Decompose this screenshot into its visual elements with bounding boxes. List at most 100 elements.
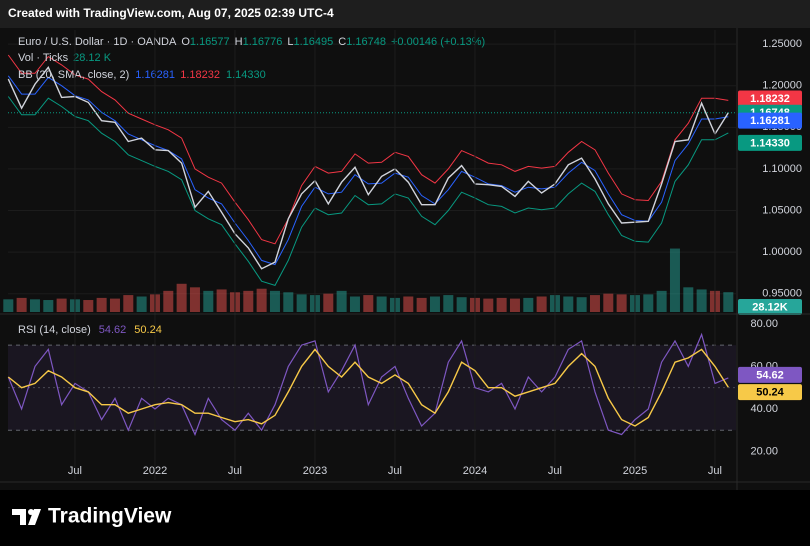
rsi-ma-line (7, 348, 729, 427)
legend: RSI (14, close) 54.62 50.24 (18, 324, 162, 336)
bb-name: BB (20, SMA, close, 2) (18, 69, 129, 81)
volume-bar (256, 288, 267, 312)
top-bar (0, 0, 810, 28)
price-marker-label: 50.24 (756, 387, 784, 399)
y-tick-label: 20.00 (750, 445, 778, 457)
volume-value: 28.12 K (73, 52, 112, 64)
volume-bar (56, 298, 67, 312)
volume-bar (243, 290, 254, 312)
x-tick-label: 2022 (143, 465, 167, 477)
rsi-title: RSI (14, close) (18, 324, 91, 336)
volume-bar (296, 294, 307, 312)
x-tick-label: Jul (68, 465, 82, 477)
volume-bar (416, 297, 427, 312)
rsi-value: 50.24 (134, 324, 162, 336)
price-marker-label: 54.62 (756, 369, 784, 381)
volume-bar (136, 296, 147, 312)
y-tick-label: 1.25000 (762, 38, 802, 50)
x-tick-label: Jul (228, 465, 242, 477)
volume-bar (616, 294, 627, 312)
y-tick-label: 80.00 (750, 318, 778, 330)
price-line (7, 66, 729, 270)
x-tick-label: 2023 (303, 465, 327, 477)
x-tick-label: 2024 (463, 465, 487, 477)
x-tick-label: Jul (548, 465, 562, 477)
ohlc-name: C (338, 36, 346, 48)
volume-bar (283, 292, 294, 312)
y-tick-label: 1.00000 (762, 246, 802, 258)
bb-value: 1.14330 (226, 69, 266, 81)
volume-bar (429, 296, 440, 312)
price-marker (738, 366, 802, 383)
volume-bar (43, 300, 54, 312)
volume-name: Vol · Ticks (18, 52, 69, 64)
volume-bar (589, 295, 600, 312)
volume-marker (738, 299, 802, 315)
bb-value: 1.18232 (180, 69, 220, 81)
ohlc-value: 1.16577 (190, 36, 230, 48)
volume-bar (216, 289, 227, 312)
footer (0, 490, 810, 546)
volume-bar (456, 297, 467, 312)
ohlc-value: 1.16776 (243, 36, 283, 48)
price-marker (738, 112, 802, 129)
legend: BB (20, SMA, close, 2) 1.16281 1.18232 1.14… (18, 69, 266, 81)
volume-bar (563, 296, 574, 312)
volume-bar (123, 295, 134, 312)
volume-bar (16, 297, 27, 312)
legend: Vol · Ticks 28.12 K (18, 52, 112, 64)
price-marker-label: 1.14330 (750, 137, 790, 149)
y-tick-label: 1.10000 (762, 163, 802, 175)
volume-bar (483, 298, 494, 312)
volume-bar (109, 298, 120, 312)
volume-bar (669, 248, 680, 312)
bb-line (7, 96, 729, 287)
volume-bar (443, 295, 454, 312)
rsi-value: 54.62 (99, 324, 127, 336)
legend: Euro / U.S. Dollar · 1D · OANDA O1.16577 H… (18, 36, 485, 48)
volume-bar (403, 296, 414, 312)
ohlc-value: 1.16748 (346, 36, 386, 48)
symbol-title: Euro / U.S. Dollar · 1D · OANDA (18, 36, 177, 48)
volume-bar (29, 299, 40, 312)
volume-bar (269, 290, 280, 312)
volume-bar (696, 289, 707, 312)
price-marker (738, 90, 802, 107)
brand: TradingView (48, 505, 172, 528)
volume-bar (83, 300, 94, 312)
volume-bar (203, 290, 214, 312)
rsi-line (7, 332, 729, 437)
volume-marker-label: 28.12K (752, 301, 788, 313)
volume-bar (96, 297, 107, 312)
price-marker-label: 1.16281 (750, 115, 790, 127)
bb-line (7, 75, 729, 266)
volume-bar (496, 297, 507, 312)
volume-bar (336, 290, 347, 312)
volume-bar (349, 296, 360, 312)
logo-dot (28, 509, 34, 515)
volume-bar (509, 298, 520, 312)
rsi-band (8, 345, 736, 431)
volume-bar (523, 297, 534, 312)
volume-bar (323, 293, 334, 312)
volume-bar (643, 294, 654, 312)
ohlc-name: L (287, 36, 293, 48)
volume-bar (603, 293, 614, 312)
x-tick-label: 2025 (623, 465, 647, 477)
y-tick-label: 0.95000 (762, 288, 802, 300)
volume-bar (163, 290, 174, 312)
volume-bar (3, 299, 14, 312)
x-tick-label: Jul (388, 465, 402, 477)
logo (12, 509, 41, 525)
ohlc-name: O (181, 36, 190, 48)
volume-bar (723, 292, 734, 312)
volume-bar (683, 287, 694, 312)
ohlc-value: 1.16495 (294, 36, 334, 48)
volume-bar (176, 283, 187, 312)
price-marker-label: 1.18232 (750, 93, 790, 105)
volume-bar (189, 287, 200, 312)
volume-bar (576, 297, 587, 312)
price-marker (738, 134, 802, 151)
